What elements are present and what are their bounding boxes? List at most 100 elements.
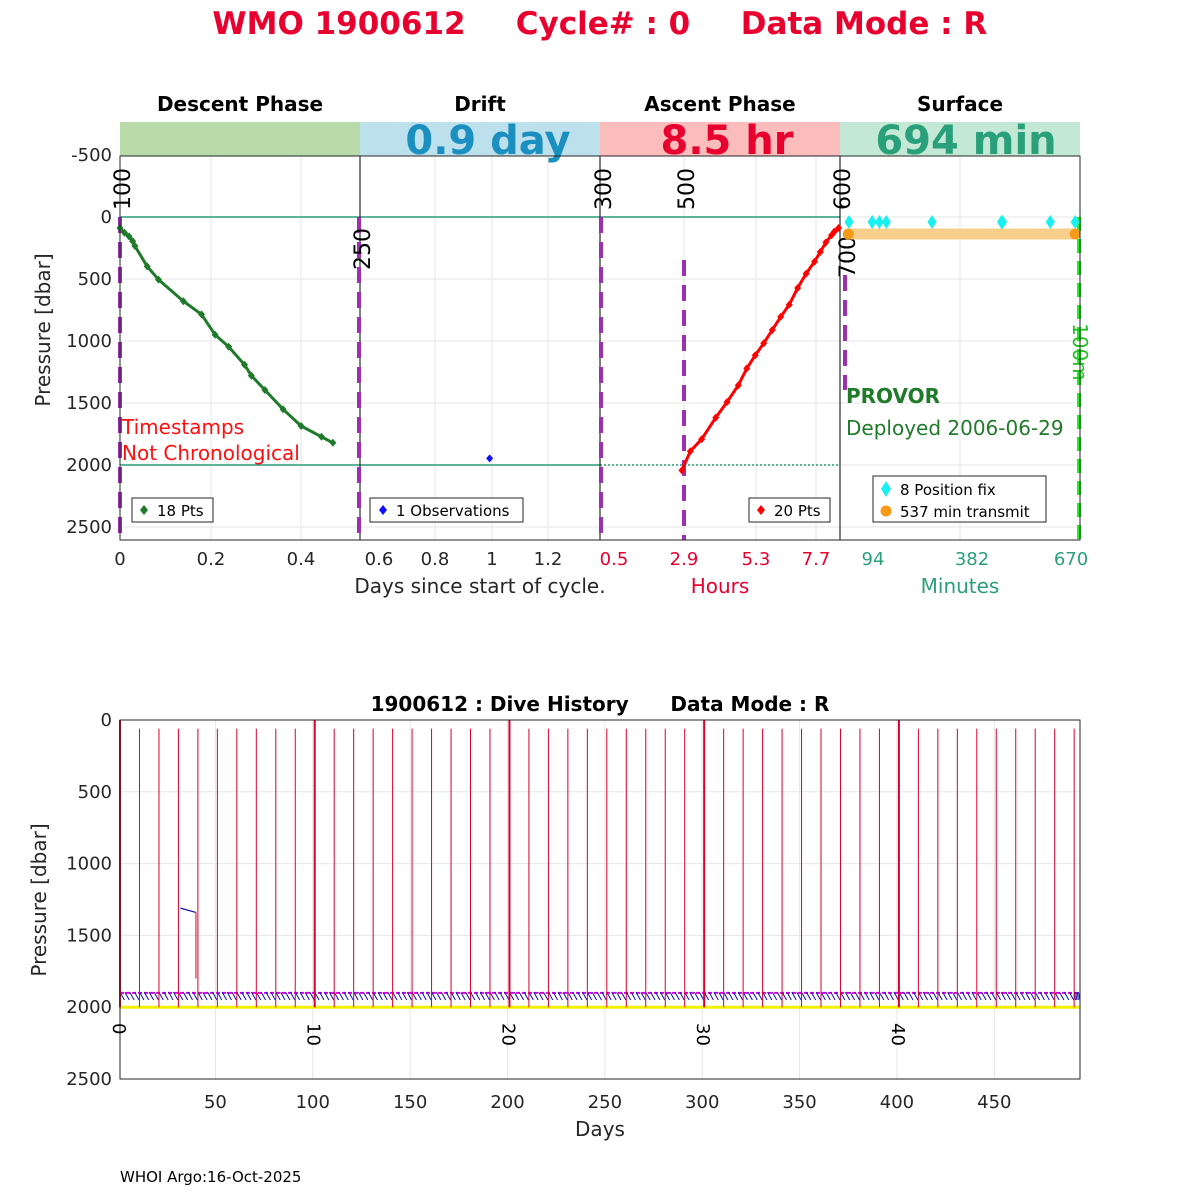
drift-segment bbox=[645, 991, 666, 1001]
banner-surface bbox=[840, 122, 1080, 156]
ascent-point bbox=[698, 435, 706, 444]
drift-segment bbox=[878, 991, 899, 1001]
drift-segment bbox=[294, 991, 315, 1001]
bottom-xtick-label: 300 bbox=[685, 1092, 719, 1113]
legend-drift: 1 Observations bbox=[369, 497, 524, 523]
banner-ascent-duration: 8.5 hr bbox=[661, 118, 794, 164]
cycle-number-label: 40 bbox=[887, 1023, 908, 1046]
anomaly-drift-segment bbox=[180, 907, 197, 914]
position-fix-point bbox=[998, 215, 1008, 229]
phase-title-drift: Drift bbox=[454, 92, 506, 116]
ascent-point bbox=[802, 269, 810, 278]
drift-segment bbox=[917, 991, 938, 1001]
ascent-point bbox=[830, 227, 838, 236]
top-ylabel: Pressure [dbar] bbox=[31, 253, 55, 406]
drift-segment bbox=[314, 991, 335, 1001]
position-fix-point bbox=[1045, 215, 1055, 229]
bottom-xtick-label: 400 bbox=[880, 1092, 914, 1113]
bottom-ytick-label: 1500 bbox=[66, 925, 112, 946]
descent-xtick: 0 bbox=[114, 549, 125, 570]
drift-segment bbox=[1015, 991, 1036, 1001]
drift-segment bbox=[1073, 992, 1081, 1001]
drift-segment bbox=[684, 991, 705, 1001]
drift-segment bbox=[431, 991, 451, 1001]
drift-segment bbox=[139, 991, 159, 1001]
drift-segment bbox=[489, 991, 510, 1001]
drift-segment bbox=[236, 991, 257, 1001]
ascent-point bbox=[777, 312, 785, 321]
footer-credit: WHOI Argo:16-Oct-2025 bbox=[120, 1168, 301, 1186]
ascent-point bbox=[768, 326, 776, 334]
surface-xtick: 382 bbox=[955, 549, 989, 570]
bottom-xtick-label: 250 bbox=[588, 1092, 622, 1113]
legend-surface: 8 Position fix 537 min transmit bbox=[872, 475, 1047, 523]
top-data-layer bbox=[116, 215, 1081, 475]
phase-title-ascent: Ascent Phase bbox=[644, 92, 795, 116]
drift-segment bbox=[840, 991, 860, 1001]
transmit-point bbox=[842, 228, 854, 240]
bottom-ytick-label: 1000 bbox=[66, 854, 112, 875]
drift-segment bbox=[119, 991, 140, 1001]
descent-point bbox=[125, 232, 133, 241]
descent-point bbox=[297, 422, 305, 430]
cycle-number-label: 30 bbox=[692, 1023, 713, 1046]
ascent-point bbox=[734, 381, 742, 390]
legend-ascent: 20 Pts bbox=[748, 497, 831, 523]
descent-point bbox=[261, 386, 269, 394]
drift-segment bbox=[450, 991, 471, 1001]
warning-line-1: Timestamps bbox=[121, 415, 244, 439]
top-yaxis: -500 0 500 1000 1500 2000 2500 bbox=[66, 145, 112, 538]
drift-segment bbox=[392, 991, 413, 1001]
main-title: WMO 1900612 Cycle# : 0 Data Mode : R bbox=[212, 6, 987, 42]
drift-segment bbox=[509, 991, 529, 1001]
vlabel-100: 100 bbox=[111, 168, 136, 210]
surface-xtick: 94 bbox=[862, 549, 885, 570]
bottom-xtick-label: 100 bbox=[296, 1092, 330, 1113]
top-ytick-label: 0 bbox=[101, 207, 112, 228]
bottom-xtick-label: 150 bbox=[393, 1092, 427, 1113]
descent-point bbox=[241, 360, 249, 369]
descent-xtick: 0.4 bbox=[287, 549, 316, 570]
vlabel-300: 300 bbox=[592, 168, 617, 210]
title-cycle: Cycle# : 0 bbox=[516, 6, 691, 42]
banner-drift-duration: 0.9 day bbox=[405, 118, 570, 164]
phase-title-surface: Surface bbox=[917, 92, 1003, 116]
transmit-point bbox=[1069, 228, 1081, 240]
ascent-xtick: 5.3 bbox=[742, 549, 771, 570]
descent-point bbox=[318, 432, 326, 441]
top-ytick-label: 2000 bbox=[66, 455, 112, 476]
legend-drift-label: 1 Observations bbox=[396, 502, 510, 520]
drift-segment bbox=[586, 991, 607, 1001]
top-ytick-label: 1000 bbox=[66, 331, 112, 352]
drift-segment bbox=[547, 991, 568, 1001]
descent-point bbox=[131, 242, 139, 250]
drift-segment bbox=[606, 991, 627, 1001]
descent-point bbox=[279, 405, 287, 414]
drift-segment bbox=[898, 991, 919, 1001]
legend-marker bbox=[379, 505, 387, 515]
cycle-number-label: 10 bbox=[303, 1023, 324, 1046]
ascent-xtick: 2.9 bbox=[670, 549, 699, 570]
descent-point bbox=[154, 275, 162, 284]
ascent-point bbox=[712, 413, 720, 422]
ascent-point bbox=[835, 224, 843, 232]
drift-segment bbox=[742, 991, 763, 1001]
descent-point bbox=[198, 310, 206, 319]
drift-segment bbox=[956, 991, 977, 1001]
legend-ascent-label: 20 Pts bbox=[774, 502, 821, 520]
descent-point bbox=[121, 228, 129, 237]
banner-descent bbox=[120, 122, 360, 156]
cycle-phase-panel: Descent Phase Drift Ascent Phase Surface… bbox=[31, 92, 1092, 598]
vlabel-500: 500 bbox=[675, 168, 700, 210]
purple-dashed-markers bbox=[118, 217, 847, 540]
descent-point bbox=[143, 262, 151, 271]
ascent-point bbox=[822, 238, 830, 247]
drift-point bbox=[486, 454, 494, 463]
bottom-ytick-label: 0 bbox=[101, 710, 112, 731]
drift-xtick: 0.6 bbox=[365, 549, 394, 570]
ascent-point bbox=[743, 364, 751, 373]
drift-xtick: 1 bbox=[486, 549, 497, 570]
float-type: PROVOR bbox=[846, 384, 940, 408]
dive-history-panel: 1900612 : Dive History Data Mode : R 50 1… bbox=[27, 692, 1081, 1141]
